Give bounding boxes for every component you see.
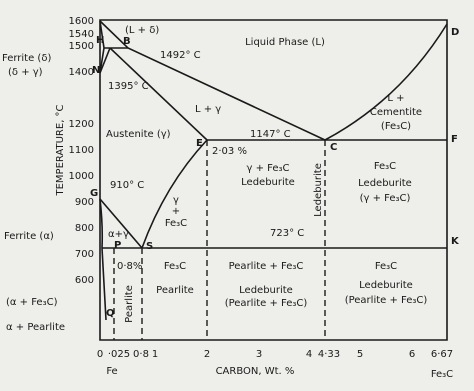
x-tick-label: ·025 — [108, 349, 130, 360]
region-label: (α + Fe₃C) — [6, 297, 58, 308]
region-label: (Fe₃C) — [381, 121, 411, 132]
region-label: 2·03 % — [212, 146, 247, 157]
region-label: Ferrite (α) — [4, 231, 54, 242]
y-tick-label: 1200 — [69, 119, 94, 130]
points: H B N G P S E C D F K Q — [90, 27, 460, 319]
x-tick-label: 1 — [152, 349, 158, 360]
region-label: Fe₃C — [374, 161, 396, 172]
region-label: 1395° C — [108, 81, 149, 92]
x-start-label: Fe — [106, 366, 117, 377]
y-tick-label: 600 — [75, 275, 94, 286]
region-label: α+γ — [108, 229, 129, 240]
x-tick-label: 3 — [256, 349, 262, 360]
point-label: K — [451, 236, 460, 247]
region-label: Pearlite — [124, 285, 135, 323]
point-label: B — [123, 36, 131, 47]
region-label: Ledeburite — [359, 280, 413, 291]
x-tick-label: 6 — [409, 349, 415, 360]
x-tick-label: 4·33 — [318, 349, 340, 360]
region-label: Liquid Phase (L) — [245, 37, 325, 48]
region-label: γ — [173, 195, 179, 206]
x-tick-label: 0 — [97, 349, 103, 360]
y-tick-label: 1600 — [69, 16, 94, 27]
y-axis-label: TEMPERATURE, °C — [55, 104, 66, 196]
y-tick-label: 1500 — [69, 41, 94, 52]
region-label: (δ + γ) — [8, 67, 43, 78]
region-label: Fe₃C — [375, 261, 397, 272]
region-label: Ledeburite — [313, 163, 324, 217]
region-label: L + γ — [195, 104, 221, 115]
x-tick-label: 6·67 — [431, 349, 453, 360]
region-label: 0·8% — [117, 261, 142, 272]
x-tick-label: 4 — [306, 349, 312, 360]
y-tick-label: 800 — [75, 223, 94, 234]
x-axis-label: CARBON, Wt. % — [216, 366, 295, 377]
y-tick-label: 1100 — [69, 145, 94, 156]
region-label: Pearlite — [156, 285, 194, 296]
region-label: Austenite (γ) — [106, 129, 171, 140]
y-tick-label: 1000 — [69, 171, 94, 182]
x-ticks: 0 ·025 0·8 1 2 3 4 4·33 5 6 6·67 Fe Fe₃C… — [55, 104, 453, 380]
region-label: (L + δ) — [125, 25, 159, 36]
lines — [99, 19, 448, 341]
region-label: + — [172, 206, 180, 217]
y-tick-label: 1400 — [69, 67, 94, 78]
y-tick-label: 1540 — [69, 29, 94, 40]
region-label: α + Pearlite — [6, 322, 65, 333]
point-label: C — [330, 142, 337, 153]
x-tick-label: 5 — [357, 349, 363, 360]
region-labels: Liquid Phase (L) (L + δ) Ferrite (δ) (δ … — [2, 25, 427, 333]
region-label: Fe₃C — [165, 218, 187, 229]
region-label: (γ + Fe₃C) — [360, 193, 411, 204]
y-tick-label: 700 — [75, 249, 94, 260]
region-label: Cementite — [370, 107, 422, 118]
region-label: Ferrite (δ) — [2, 53, 51, 64]
region-label: L + — [387, 93, 404, 104]
region-label: 723° C — [270, 228, 304, 239]
region-label: Ledeburite — [358, 178, 412, 189]
region-label: γ + Fe₃C — [246, 163, 289, 174]
region-label: Pearlite + Fe₃C — [229, 261, 304, 272]
y-tick-label: 900 — [75, 197, 94, 208]
point-label: F — [451, 134, 458, 145]
region-label: 1147° C — [250, 129, 291, 140]
region-label: (Pearlite + Fe₃C) — [345, 295, 428, 306]
x-end-label: Fe₃C — [431, 369, 453, 380]
x-tick-label: 0·8 — [133, 349, 149, 360]
region-label: Ledeburite — [241, 177, 295, 188]
point-label: H — [96, 35, 104, 46]
y-ticks: 1600 1540 1500 1400 1200 1100 1000 900 8… — [69, 16, 94, 286]
region-label: Fe₃C — [164, 261, 186, 272]
x-tick-label: 2 — [204, 349, 210, 360]
point-label: N — [92, 65, 100, 76]
region-label: Ledeburite — [239, 285, 293, 296]
region-label: (Pearlite + Fe₃C) — [225, 298, 308, 309]
region-label: 1492° C — [160, 50, 201, 61]
point-label: D — [451, 27, 459, 38]
point-label: S — [146, 241, 153, 252]
point-label: P — [114, 240, 121, 251]
point-label: Q — [106, 308, 115, 319]
point-label: G — [90, 188, 98, 199]
region-label: 910° C — [110, 180, 144, 191]
point-label: E — [196, 138, 203, 149]
